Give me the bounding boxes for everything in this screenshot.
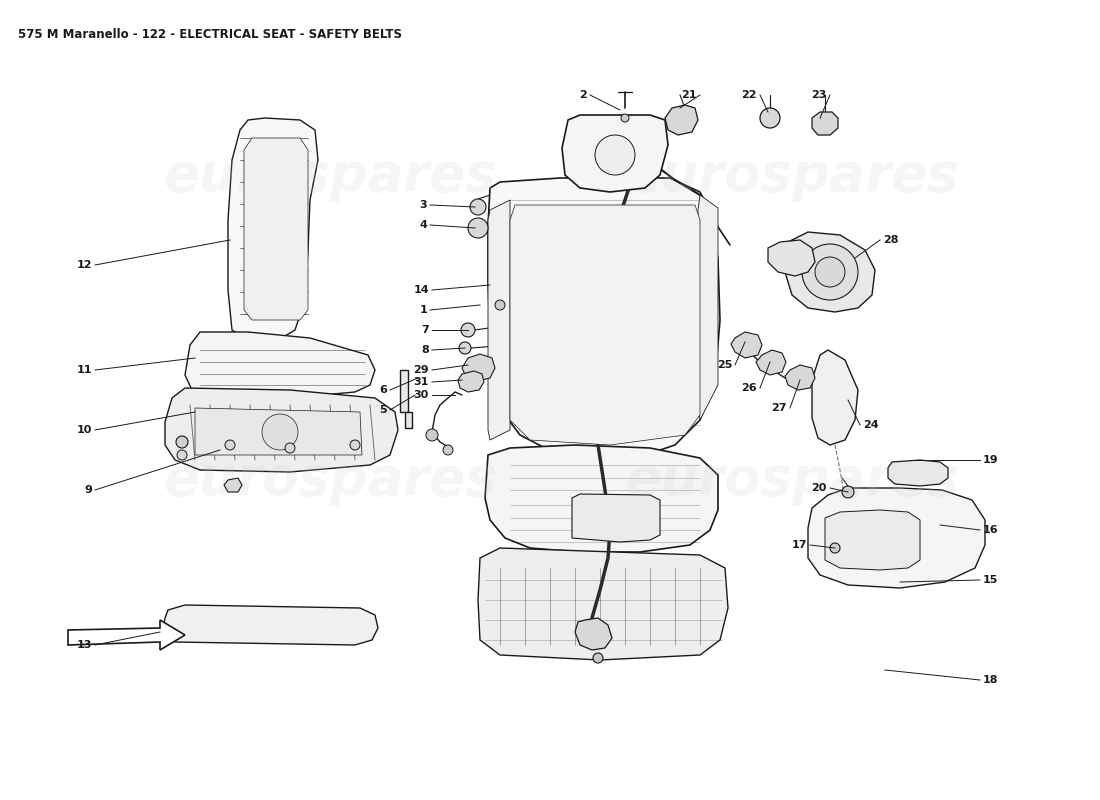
Circle shape [443,445,453,455]
Text: 29: 29 [414,365,429,375]
Text: eurospares: eurospares [163,150,497,202]
Polygon shape [698,195,718,420]
Polygon shape [510,205,700,445]
Circle shape [426,429,438,441]
Polygon shape [768,240,815,276]
Polygon shape [462,354,495,381]
Circle shape [802,244,858,300]
Text: 10: 10 [77,425,92,435]
Polygon shape [732,332,762,358]
Polygon shape [812,350,858,445]
Circle shape [470,199,486,215]
Circle shape [468,218,488,238]
Polygon shape [808,488,984,588]
Polygon shape [785,365,815,390]
Text: 22: 22 [741,90,757,100]
Text: 18: 18 [983,675,999,685]
Text: 2: 2 [580,90,587,100]
Polygon shape [400,370,408,412]
Polygon shape [458,371,484,392]
Polygon shape [825,510,920,570]
Polygon shape [575,618,612,650]
Polygon shape [785,232,874,312]
Polygon shape [888,460,948,486]
Circle shape [593,653,603,663]
Text: 3: 3 [419,200,427,210]
Text: 575 M Maranello - 122 - ELECTRICAL SEAT - SAFETY BELTS: 575 M Maranello - 122 - ELECTRICAL SEAT … [18,28,402,41]
Text: 9: 9 [84,485,92,495]
Circle shape [461,323,475,337]
Circle shape [830,543,840,553]
Circle shape [176,436,188,448]
Circle shape [595,135,635,175]
Text: 30: 30 [414,390,429,400]
Polygon shape [405,412,412,428]
Polygon shape [224,478,242,492]
Circle shape [621,114,629,122]
Polygon shape [572,494,660,542]
Text: 6: 6 [379,385,387,395]
Circle shape [226,440,235,450]
Circle shape [760,108,780,128]
Text: 19: 19 [983,455,999,465]
Circle shape [262,414,298,450]
Text: 1: 1 [419,305,427,315]
Text: 17: 17 [792,540,807,550]
Polygon shape [478,548,728,660]
Circle shape [459,342,471,354]
Polygon shape [756,350,786,375]
Text: 27: 27 [771,403,786,413]
Polygon shape [488,178,720,458]
Circle shape [815,257,845,287]
Text: eurospares: eurospares [625,150,959,202]
Polygon shape [165,388,398,472]
Text: 5: 5 [379,405,387,415]
Text: 21: 21 [682,90,697,100]
Polygon shape [244,138,308,320]
Polygon shape [162,605,378,645]
Polygon shape [488,200,510,440]
Text: 20: 20 [812,483,827,493]
Text: 24: 24 [864,420,879,430]
Circle shape [842,486,854,498]
Circle shape [495,300,505,310]
Text: 31: 31 [414,377,429,387]
Text: eurospares: eurospares [625,454,959,506]
Text: 25: 25 [716,360,732,370]
Text: 8: 8 [421,345,429,355]
Polygon shape [666,105,698,135]
Circle shape [285,443,295,453]
Text: 26: 26 [741,383,757,393]
Polygon shape [68,620,185,650]
Text: 28: 28 [883,235,899,245]
Text: 16: 16 [983,525,999,535]
Polygon shape [195,408,362,455]
Polygon shape [812,112,838,135]
Polygon shape [485,445,718,552]
Text: 14: 14 [414,285,429,295]
Polygon shape [185,332,375,398]
Text: 15: 15 [983,575,999,585]
Text: 23: 23 [812,90,827,100]
Text: 12: 12 [77,260,92,270]
Text: 4: 4 [419,220,427,230]
Polygon shape [562,115,668,192]
Text: 13: 13 [77,640,92,650]
Text: eurospares: eurospares [163,454,497,506]
Circle shape [177,450,187,460]
Text: 7: 7 [421,325,429,335]
Polygon shape [228,118,318,345]
Circle shape [350,440,360,450]
Text: 11: 11 [77,365,92,375]
